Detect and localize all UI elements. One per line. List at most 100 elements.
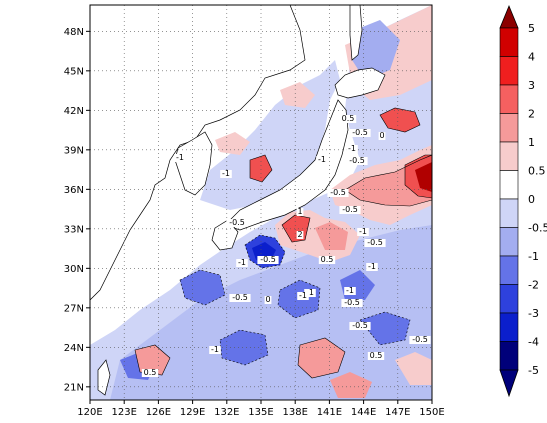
negative-cell-5 [360,312,410,345]
contour-label: -1 [359,227,367,236]
contour-label-bg [349,322,371,330]
contour-label: 0 [265,295,270,304]
contour-labels: -0.5-0.5-1-10-0.50.5-0.512-0.5-1-0.5-1-0… [141,114,431,377]
contour-line [359,311,411,346]
negative-cell-1 [180,270,225,305]
contour-label-bg [209,346,221,354]
negative-cell-4 [220,330,268,365]
contour-line [404,154,432,199]
colorbar-segment [499,227,519,257]
x-axis: 120E 123E 126E 129E 132E 135E 138E 141E 144E 147E… [77,400,445,418]
positive-cell-4 [215,132,250,155]
colorbar-segment [499,27,519,57]
contour-label-bg [349,129,371,137]
contour-label-bg [367,352,385,360]
contour-label-bg [378,132,386,140]
x-tick-label: 147E [385,407,410,418]
contour-label: 0.5 [144,368,157,377]
contour-label-bg [257,256,279,264]
contour-label-bg [141,369,159,377]
colorbar-segment [499,312,519,342]
contour-label: -1 [211,345,219,354]
colorbar-segment [499,198,519,228]
contour-label-bg [339,206,361,214]
positive-cell-1 [135,345,170,375]
contour-label: -1 [346,286,354,295]
contour-label-bg [341,299,363,307]
korean-peninsula [174,131,213,196]
positive-cell-5 [280,82,315,108]
contour-label-bg [346,145,358,153]
contour-label-bg [174,154,186,162]
contour-label-bg [297,292,309,300]
positive-hokkaido [380,108,420,132]
contour-label-bg [346,157,368,165]
colorbar-max-triangle [499,4,519,29]
x-tick-label: 129E [180,407,205,418]
contour-label-bg [304,289,316,297]
x-tick-label: 120E [77,407,102,418]
contour-label: -0.5 [330,188,346,197]
y-tick-label: 45N [64,66,84,77]
contour-label: 1 [297,207,302,216]
colorbar-segment [499,170,519,200]
contour-line [249,154,273,183]
contour-line [219,329,269,366]
contour-label: -1 [176,153,184,162]
x-tick-label: 150E [419,407,444,418]
colorbar: 5 4 3 2 1 0.5 0 -0.5 -1 -2 -3 -4 -5 [499,4,547,398]
positive-cell-2 [298,338,345,378]
sakhalin [349,5,363,61]
contour-line [244,234,286,269]
x-tick-label: 144E [351,407,376,418]
y-tick-label: 39N [64,145,84,156]
contour-label: 0.5 [321,255,334,264]
positive-peak-east [415,162,432,192]
contour-lines [134,107,432,379]
contour-line [379,107,421,133]
contour-label: -0.5 [260,255,276,264]
colorbar-label: -4 [528,336,539,349]
contour-label-bg [296,231,304,239]
contour-label: -1 [348,144,356,153]
contour-label: 0.5 [370,351,383,360]
colorbar-label: -2 [528,279,539,292]
contour-label-bg [357,228,369,236]
contour-label: 2 [297,230,302,239]
x-tick-label: 135E [248,407,273,418]
contour-label: -1 [318,155,326,164]
contour-label-bg [364,239,386,247]
y-tick-label: 21N [64,382,84,393]
northeast-negative [352,20,400,80]
contour-line [134,344,171,376]
contour-label: -1 [368,262,376,271]
colorbar-label: 0 [528,193,535,206]
contour-label: -0.5 [352,321,368,330]
positive-cell-7 [330,372,372,398]
y-tick-label: 24N [64,343,84,354]
positive-cell-3 [250,155,272,182]
contour-line [297,337,346,379]
colorbar-label: 3 [528,79,535,92]
colorbar-label: 4 [528,51,535,64]
contour-label: -0.5 [349,156,365,165]
contour-label: -1 [306,288,314,297]
colorbar-min-triangle [499,369,519,398]
colorbar-label: -3 [528,307,539,320]
colorbar-segment [499,284,519,314]
positive-cell-6 [395,352,432,385]
contour-line [344,154,432,207]
contour-label-bg [366,263,378,271]
contour-label-bg [327,189,349,197]
ocean-light-patch [110,225,432,400]
contour-label-bg [264,296,272,304]
map-plot: -0.5-0.5-1-10-0.50.5-0.512-0.5-1-0.5-1-0… [64,4,445,418]
colorbar-segment [499,255,519,285]
honshu [224,99,349,231]
colorbar-label: -0.5 [528,222,547,235]
y-tick-label: 36N [64,185,84,196]
colorbar-label: 0.5 [528,165,546,178]
contour-label: -0.5 [352,128,368,137]
contour-label: -0.5 [344,298,360,307]
contour-label-bg [339,115,357,123]
